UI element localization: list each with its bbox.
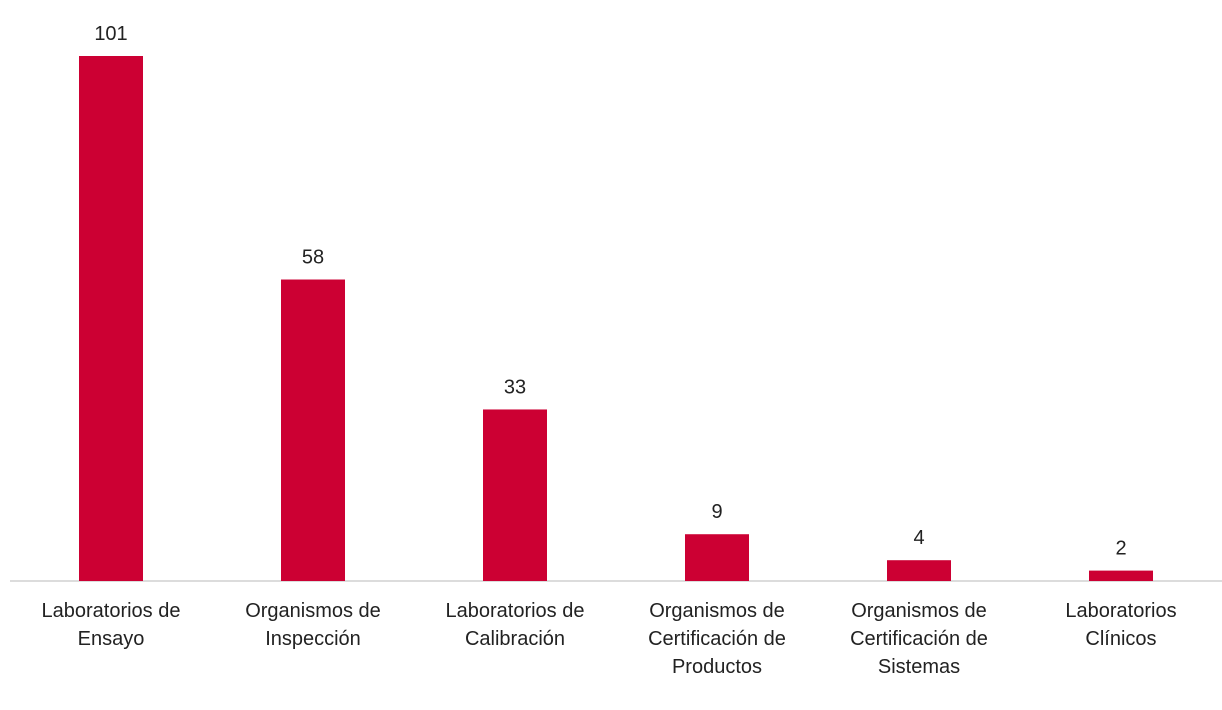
x-tick-label: Laboratorios de Calibración	[445, 600, 585, 650]
x-tick-label: Laboratorios de Ensayo	[41, 600, 181, 650]
x-tick-label: Laboratorios Clínicos	[1065, 600, 1177, 650]
x-tick-label: Organismos de Certificación de Productos	[648, 600, 786, 678]
bar	[1089, 570, 1153, 581]
data-label: 58	[302, 247, 324, 269]
data-label: 101	[94, 23, 127, 45]
x-tick-label: Organismos de Certificación de Sistemas	[850, 600, 988, 678]
bar	[887, 560, 951, 581]
data-label: 4	[913, 527, 924, 549]
data-label: 2	[1115, 538, 1126, 560]
bar	[483, 409, 547, 581]
data-label: 33	[504, 376, 526, 398]
x-tick-label: Organismos de Inspección	[245, 600, 381, 650]
bar	[685, 534, 749, 581]
data-label: 9	[711, 501, 722, 523]
bar	[281, 279, 345, 581]
bar	[79, 56, 143, 581]
